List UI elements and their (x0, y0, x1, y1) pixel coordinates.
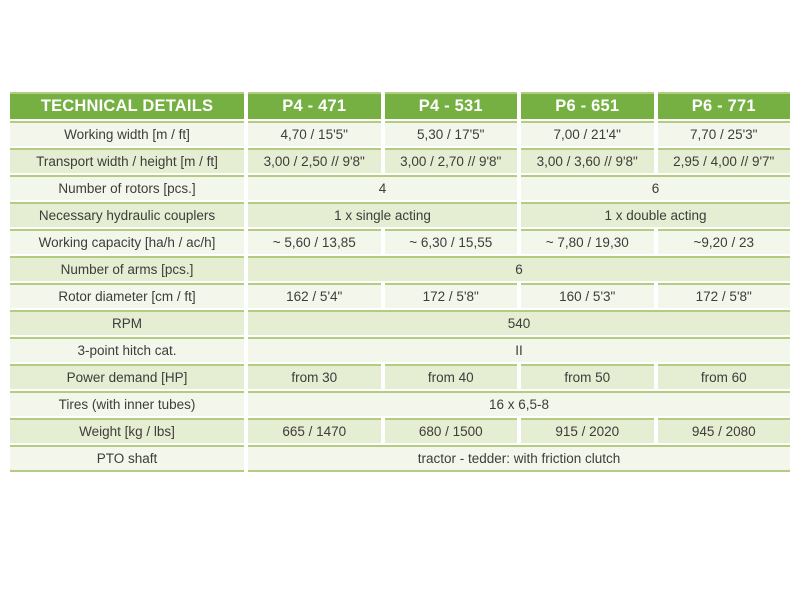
cell-value: 2,95 / 4,00 // 9'7" (657, 148, 790, 173)
row-label: RPM (10, 310, 244, 335)
cell-value: 540 (248, 310, 790, 335)
table-row-rpm: RPM 540 (10, 310, 790, 335)
cell-value: 680 / 1500 (384, 418, 517, 443)
cell-value: 915 / 2020 (521, 418, 654, 443)
table-title: TECHNICAL DETAILS (10, 92, 244, 119)
cell-value: ~ 6,30 / 15,55 (384, 229, 517, 254)
table-row-tires: Tires (with inner tubes) 16 x 6,5-8 (10, 391, 790, 416)
row-label: Weight [kg / lbs] (10, 418, 244, 443)
table-row-hitch: 3-point hitch cat. II (10, 337, 790, 362)
cell-value: 1 x single acting (248, 202, 517, 227)
cell-value: 172 / 5'8" (384, 283, 517, 308)
row-label: PTO shaft (10, 445, 244, 472)
table-row-working-capacity: Working capacity [ha/h / ac/h] ~ 5,60 / … (10, 229, 790, 254)
table-row-arms: Number of arms [pcs.] 6 (10, 256, 790, 281)
cell-value: 162 / 5'4" (248, 283, 381, 308)
column-header-p4-471: P4 - 471 (248, 92, 381, 119)
table-row-power-demand: Power demand [HP] from 30 from 40 from 5… (10, 364, 790, 389)
cell-value: II (248, 337, 790, 362)
cell-value: 6 (248, 256, 790, 281)
row-label: Number of arms [pcs.] (10, 256, 244, 281)
cell-value: 7,70 / 25'3" (657, 121, 790, 146)
table-row-transport: Transport width / height [m / ft] 3,00 /… (10, 148, 790, 173)
row-label: Working width [m / ft] (10, 121, 244, 146)
cell-value: 1 x double acting (521, 202, 790, 227)
row-label: Working capacity [ha/h / ac/h] (10, 229, 244, 254)
cell-value: from 30 (248, 364, 381, 389)
cell-value: ~ 7,80 / 19,30 (521, 229, 654, 254)
technical-details-table-wrap: TECHNICAL DETAILS P4 - 471 P4 - 531 P6 -… (6, 90, 794, 474)
column-header-p4-531: P4 - 531 (384, 92, 517, 119)
cell-value: 3,00 / 3,60 // 9'8" (521, 148, 654, 173)
cell-value: 7,00 / 21'4" (521, 121, 654, 146)
column-header-p6-771: P6 - 771 (657, 92, 790, 119)
table-row-weight: Weight [kg / lbs] 665 / 1470 680 / 1500 … (10, 418, 790, 443)
table-row-pto-shaft: PTO shaft tractor - tedder: with frictio… (10, 445, 790, 472)
cell-value: ~9,20 / 23 (657, 229, 790, 254)
cell-value: 3,00 / 2,70 // 9'8" (384, 148, 517, 173)
header-row: TECHNICAL DETAILS P4 - 471 P4 - 531 P6 -… (10, 92, 790, 119)
cell-value: 6 (521, 175, 790, 200)
cell-value: 945 / 2080 (657, 418, 790, 443)
row-label: Power demand [HP] (10, 364, 244, 389)
row-label: Transport width / height [m / ft] (10, 148, 244, 173)
cell-value: 172 / 5'8" (657, 283, 790, 308)
cell-value: from 50 (521, 364, 654, 389)
technical-details-table: TECHNICAL DETAILS P4 - 471 P4 - 531 P6 -… (6, 90, 794, 474)
cell-value: ~ 5,60 / 13,85 (248, 229, 381, 254)
cell-value: tractor - tedder: with friction clutch (248, 445, 790, 472)
cell-value: 16 x 6,5-8 (248, 391, 790, 416)
cell-value: from 40 (384, 364, 517, 389)
table-row-working-width: Working width [m / ft] 4,70 / 15'5" 5,30… (10, 121, 790, 146)
cell-value: 3,00 / 2,50 // 9'8" (248, 148, 381, 173)
cell-value: from 60 (657, 364, 790, 389)
row-label: Tires (with inner tubes) (10, 391, 244, 416)
cell-value: 160 / 5'3" (521, 283, 654, 308)
cell-value: 665 / 1470 (248, 418, 381, 443)
column-header-p6-651: P6 - 651 (521, 92, 654, 119)
table-row-rotors: Number of rotors [pcs.] 4 6 (10, 175, 790, 200)
row-label: Number of rotors [pcs.] (10, 175, 244, 200)
table-row-hydraulic-couplers: Necessary hydraulic couplers 1 x single … (10, 202, 790, 227)
cell-value: 4 (248, 175, 517, 200)
row-label: Rotor diameter [cm / ft] (10, 283, 244, 308)
row-label: 3-point hitch cat. (10, 337, 244, 362)
row-label: Necessary hydraulic couplers (10, 202, 244, 227)
cell-value: 5,30 / 17'5" (384, 121, 517, 146)
table-row-rotor-diameter: Rotor diameter [cm / ft] 162 / 5'4" 172 … (10, 283, 790, 308)
cell-value: 4,70 / 15'5" (248, 121, 381, 146)
